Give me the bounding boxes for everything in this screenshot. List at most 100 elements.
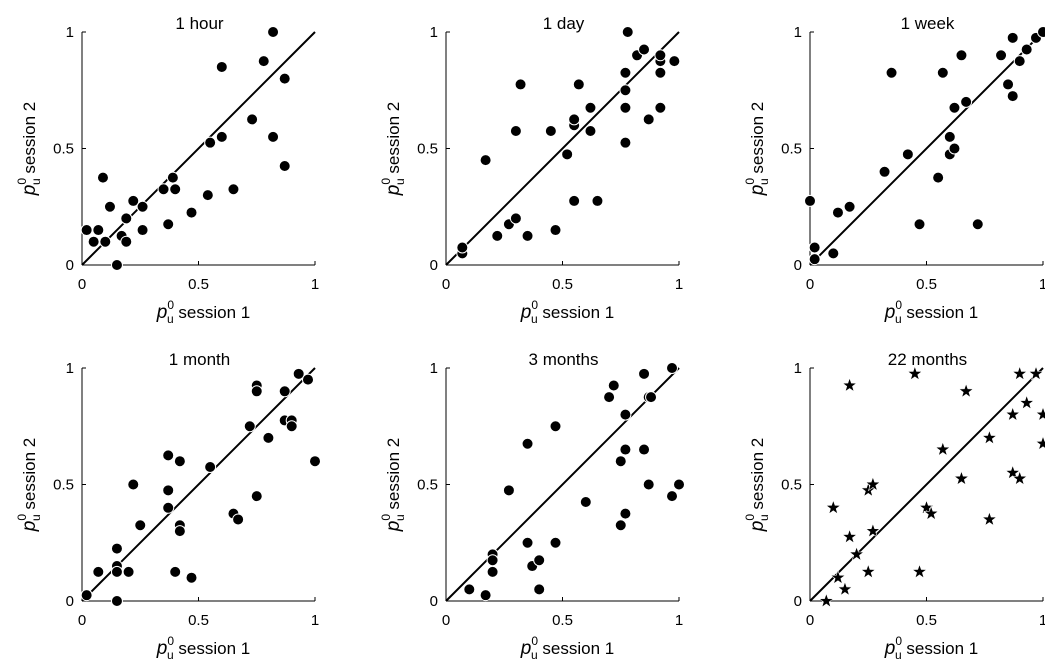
y-tick-label: 1 xyxy=(66,24,74,41)
panel-5: 0 0.5 1 0 0.5 1 3 months p0 u session 1 p0u sessi… xyxy=(379,350,685,662)
data-point xyxy=(246,113,259,126)
y-tick-label: 1 xyxy=(430,24,438,41)
data-point xyxy=(486,554,499,567)
y-tick-label: 0 xyxy=(66,593,74,610)
identity-line xyxy=(445,31,680,266)
y-axis-label: p0u session 2 xyxy=(743,438,771,533)
y-tick-label: 0.5 xyxy=(53,141,74,158)
panel-3: 0 0.5 1 0 0.5 1 1 week p0 u session 1 p0u session… xyxy=(743,14,1045,326)
panel-title: 22 months xyxy=(888,350,967,369)
x-tick-label: 0.5 xyxy=(188,612,209,629)
y-tick-label: 1 xyxy=(794,24,802,41)
data-point xyxy=(262,431,275,444)
data-point xyxy=(668,55,681,68)
y-axis-label: p0u session 2 xyxy=(379,102,407,197)
panel-6: 0 0.5 1 0 0.5 1 22 months p0 u session 1 p0u sess… xyxy=(743,350,1045,662)
data-point xyxy=(463,583,476,596)
data-point xyxy=(619,84,632,97)
data-point xyxy=(185,571,198,584)
data-point xyxy=(134,519,147,532)
data-point xyxy=(1006,31,1019,44)
data-point xyxy=(603,391,616,404)
data-point xyxy=(267,26,280,38)
data-point xyxy=(1037,26,1045,38)
data-point xyxy=(981,429,998,445)
x-tick-label: 1 xyxy=(1039,612,1045,629)
identity-line xyxy=(81,31,316,266)
x-tick-label: 1 xyxy=(675,612,683,629)
x-tick-label: 0.5 xyxy=(552,612,573,629)
data-point xyxy=(654,101,667,114)
y-axis-label: p0u session 2 xyxy=(15,438,43,533)
data-point xyxy=(110,259,123,271)
x-tick-label: 0 xyxy=(78,276,86,293)
data-point xyxy=(864,476,881,492)
data-point xyxy=(642,478,655,491)
data-point xyxy=(169,183,182,196)
data-point xyxy=(278,72,291,85)
x-axis-label: p0 u session 1 xyxy=(520,298,615,326)
data-point xyxy=(215,130,228,143)
data-point xyxy=(204,461,217,474)
data-point xyxy=(1006,90,1019,103)
data-point xyxy=(162,449,175,462)
x-axis-label: p0 u session 1 xyxy=(520,634,615,662)
data-point xyxy=(568,113,581,126)
y-tick-label: 1 xyxy=(430,360,438,377)
y-tick-label: 0 xyxy=(430,593,438,610)
data-point xyxy=(591,194,604,207)
data-point xyxy=(654,66,667,79)
data-point xyxy=(92,565,105,578)
data-point xyxy=(162,218,175,231)
data-point xyxy=(456,241,469,254)
data-point xyxy=(1013,55,1026,68)
x-tick-label: 0.5 xyxy=(188,276,209,293)
data-point xyxy=(804,194,816,207)
data-point xyxy=(533,583,546,596)
data-point xyxy=(808,241,821,254)
data-point xyxy=(619,408,632,421)
data-point xyxy=(162,501,175,514)
x-tick-label: 1 xyxy=(1039,276,1045,293)
data-point xyxy=(486,565,499,578)
x-tick-label: 1 xyxy=(311,612,319,629)
data-point xyxy=(309,455,321,468)
data-point xyxy=(103,200,116,213)
data-point xyxy=(80,224,93,237)
data-point xyxy=(934,441,951,457)
x-tick-label: 0 xyxy=(442,612,450,629)
data-point xyxy=(1020,43,1033,56)
data-point xyxy=(953,470,970,486)
data-point xyxy=(981,511,998,527)
data-point xyxy=(285,420,298,433)
data-point xyxy=(584,101,597,114)
data-point xyxy=(878,165,891,178)
data-point xyxy=(521,437,534,450)
panel-1: 0 0.5 1 0 0.5 1 1 hour p0 u session 1 p0u session… xyxy=(15,14,319,326)
data-point xyxy=(514,78,527,91)
data-point xyxy=(619,443,632,456)
data-point xyxy=(614,455,627,468)
x-axis-label: p0 u session 1 xyxy=(156,298,251,326)
data-point xyxy=(278,159,291,172)
data-point xyxy=(521,536,534,549)
data-point xyxy=(80,589,93,602)
data-point xyxy=(918,499,935,515)
data-point xyxy=(955,49,968,62)
identity-line xyxy=(809,31,1044,266)
data-point xyxy=(292,367,305,380)
data-point xyxy=(971,218,984,231)
data-point xyxy=(243,420,256,433)
data-point xyxy=(267,130,280,143)
data-point xyxy=(1028,365,1045,381)
data-point xyxy=(864,522,881,538)
data-point xyxy=(936,66,949,79)
data-point xyxy=(808,253,821,266)
data-point xyxy=(579,495,592,508)
data-point xyxy=(638,367,651,380)
data-point xyxy=(166,171,179,184)
y-tick-label: 1 xyxy=(794,360,802,377)
data-point xyxy=(860,563,877,579)
data-point xyxy=(127,478,140,491)
